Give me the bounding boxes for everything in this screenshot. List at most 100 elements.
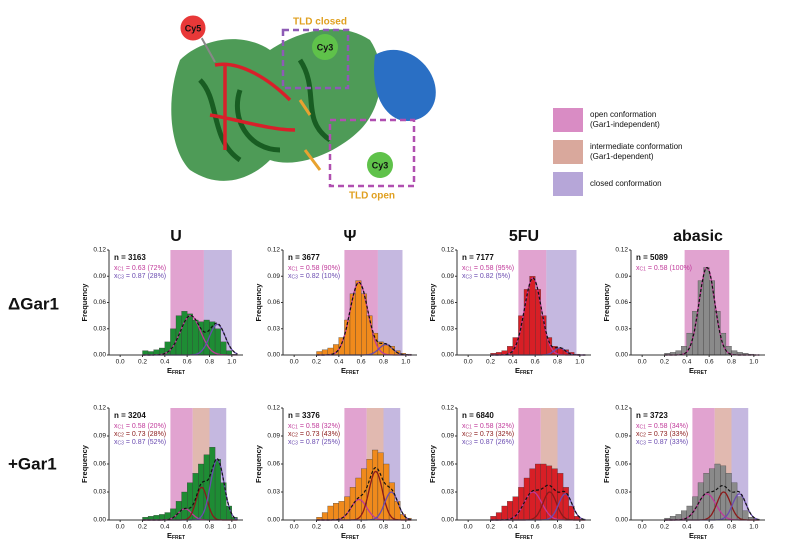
x-tick-label: 0.6 — [531, 524, 540, 531]
histogram-bar — [159, 514, 165, 521]
x-tick-label: 0.0 — [116, 524, 125, 531]
annotation-text: = 0.58 (32%) — [472, 423, 514, 430]
annotation-sub: C1 — [118, 267, 125, 273]
fit-annotation: xC3 = 0.87 (33%) — [636, 439, 688, 447]
histogram-bar — [349, 293, 356, 356]
y-tick-label: 0.06 — [441, 461, 454, 468]
column-title: abasic — [673, 228, 723, 245]
annotation-sub: C1 — [640, 267, 647, 273]
legend-label: closed conformation — [590, 179, 662, 188]
histogram-bar — [142, 350, 149, 356]
conformation-region — [377, 250, 403, 355]
y-tick-label: 0.06 — [267, 461, 280, 468]
x-tick-label: 1.0 — [575, 359, 584, 366]
x-tick-label: 0.4 — [508, 524, 517, 531]
annotation-text: = 0.87 (28%) — [124, 273, 166, 280]
x-tick-label: 0.0 — [638, 524, 647, 531]
protein-green — [171, 29, 381, 181]
histogram-bar — [344, 496, 351, 521]
x-axis-label-main: E — [167, 531, 172, 540]
x-tick-label: 0.8 — [553, 359, 562, 366]
x-tick-label: 0.6 — [705, 359, 714, 366]
histogram-bar — [501, 505, 508, 521]
sample-count: n = 5089 — [636, 253, 668, 262]
y-tick-label: 0.06 — [93, 299, 106, 306]
legend-swatch — [553, 140, 583, 164]
histogram-bar — [529, 468, 536, 521]
x-tick-label: 0.4 — [682, 524, 691, 531]
legend-label: intermediate conformation — [590, 142, 683, 151]
annotation-sub: C2 — [466, 433, 473, 439]
annotation-symbol: x — [636, 265, 640, 272]
y-tick-label: 0.00 — [93, 517, 106, 524]
y-tick-label: 0.09 — [441, 433, 454, 440]
fit-annotation: xC1 = 0.58 (90%) — [288, 265, 340, 273]
annotation-sub: C1 — [466, 267, 473, 273]
y-tick-label: 0.12 — [93, 405, 106, 412]
fit-annotation: xC1 = 0.58 (32%) — [462, 423, 514, 431]
annotation-symbol: x — [288, 423, 292, 430]
x-tick-label: 0.8 — [205, 359, 214, 366]
y-tick-label: 0.06 — [615, 299, 628, 306]
fit-annotation: xC1 = 0.58 (32%) — [288, 423, 340, 431]
dye-label: Cy3 — [317, 42, 334, 52]
fit-annotation: xC1 = 0.58 (34%) — [636, 423, 688, 431]
annotation-sub: C1 — [292, 267, 299, 273]
x-tick-label: 0.6 — [357, 524, 366, 531]
histogram-panel: 0.00 0.03 0.06 0.09 0.12 0.0 0.2 0.4 0.6 0.8 1.0 Fr… — [80, 247, 243, 376]
x-axis-label: EFRET — [689, 531, 707, 541]
histogram-bar — [372, 449, 379, 521]
y-axis-label: Frequency — [602, 444, 611, 483]
x-tick-label: 0.2 — [312, 359, 321, 366]
annotation-text: = 0.73 (32%) — [472, 431, 514, 438]
annotation-sub: C2 — [118, 433, 125, 439]
x-tick-label: 0.6 — [183, 524, 192, 531]
x-axis-label-main: E — [515, 366, 520, 375]
annotation-symbol: x — [462, 265, 466, 272]
fit-annotation: xC2 = 0.73 (28%) — [114, 431, 166, 439]
protein-structure: Cy5 Cy3 Cy3 TLD closed TLD open — [171, 14, 436, 202]
y-axis-label: Frequency — [254, 283, 263, 322]
annotation-sub: C1 — [292, 425, 299, 431]
x-axis-label-sub: FRET — [172, 535, 185, 541]
annotation-text: = 0.58 (100%) — [646, 265, 692, 272]
fit-annotation: xC3 = 0.87 (25%) — [288, 439, 340, 447]
x-tick-label: 1.0 — [401, 524, 410, 531]
histogram-bar — [540, 463, 547, 521]
y-tick-label: 0.12 — [267, 247, 280, 254]
sample-count: n = 3723 — [636, 411, 668, 420]
x-tick-label: 0.8 — [727, 524, 736, 531]
tld-label: TLD closed — [293, 17, 347, 28]
dye-label: Cy3 — [372, 160, 389, 170]
annotation-symbol: x — [114, 431, 118, 438]
y-tick-label: 0.12 — [441, 405, 454, 412]
x-axis-label: EFRET — [515, 531, 533, 541]
annotation-sub: C3 — [118, 441, 125, 447]
y-tick-label: 0.00 — [93, 352, 106, 359]
histogram-bar — [742, 510, 749, 521]
annotation-symbol: x — [288, 439, 292, 446]
linker — [199, 34, 216, 63]
x-tick-label: 0.8 — [379, 524, 388, 531]
x-axis-label-main: E — [341, 366, 346, 375]
fit-annotation: xC1 = 0.58 (95%) — [462, 265, 514, 273]
x-tick-label: 0.6 — [357, 359, 366, 366]
x-axis-label-sub: FRET — [694, 370, 707, 376]
y-tick-label: 0.03 — [441, 325, 454, 332]
x-tick-label: 1.0 — [749, 524, 758, 531]
x-tick-label: 0.0 — [116, 359, 125, 366]
annotation-sub: C1 — [640, 425, 647, 431]
annotation-symbol: x — [462, 431, 466, 438]
histogram-panel: 0.00 0.03 0.06 0.09 0.12 0.0 0.2 0.4 0.6 0.8 1.0 Fr… — [428, 405, 591, 541]
sample-count: n = 7177 — [462, 253, 494, 262]
annotation-symbol: x — [636, 431, 640, 438]
annotation-text: = 0.87 (25%) — [298, 439, 340, 446]
y-tick-label: 0.09 — [615, 433, 628, 440]
x-tick-label: 0.0 — [638, 359, 647, 366]
x-tick-label: 0.2 — [138, 524, 147, 531]
histogram-bar — [709, 280, 715, 356]
y-tick-label: 0.00 — [267, 517, 280, 524]
annotation-text: = 0.82 (10%) — [298, 273, 340, 280]
x-axis-label: EFRET — [689, 366, 707, 376]
